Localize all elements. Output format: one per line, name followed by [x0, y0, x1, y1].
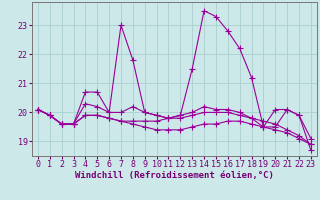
X-axis label: Windchill (Refroidissement éolien,°C): Windchill (Refroidissement éolien,°C) — [75, 171, 274, 180]
